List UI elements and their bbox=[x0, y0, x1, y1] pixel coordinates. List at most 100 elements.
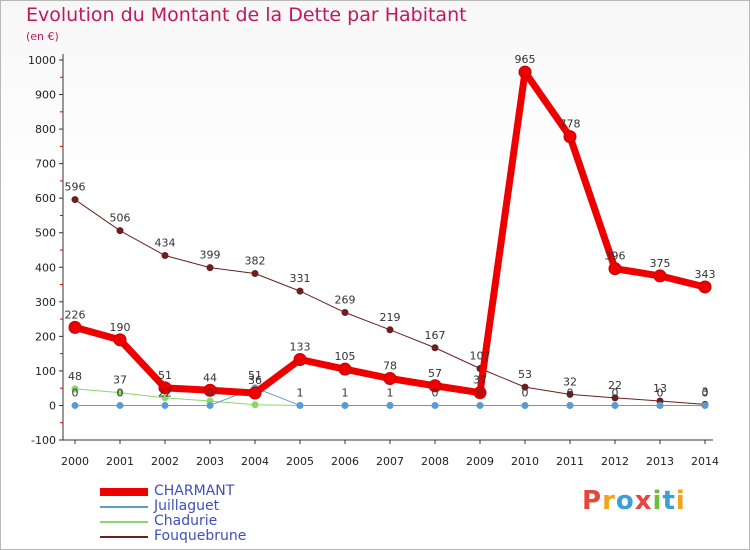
y-tick-label: 500 bbox=[35, 227, 56, 240]
data-point-fouquebrune bbox=[161, 252, 169, 260]
x-tick-label: 2002 bbox=[151, 455, 179, 468]
x-tick-label: 2000 bbox=[61, 455, 89, 468]
data-point-juillaguet bbox=[611, 401, 619, 409]
data-point-juillaguet bbox=[161, 401, 169, 409]
data-point-juillaguet bbox=[386, 401, 394, 409]
data-point-charmant bbox=[293, 353, 307, 367]
data-label-charmant: 133 bbox=[290, 341, 311, 354]
data-label-fouquebrune: 22 bbox=[608, 379, 622, 392]
x-tick-label: 2012 bbox=[601, 455, 629, 468]
data-point-fouquebrune bbox=[566, 390, 574, 398]
series-line-charmant bbox=[71, 68, 709, 397]
data-point-fouquebrune bbox=[341, 309, 349, 317]
data-label-fouquebrune: 53 bbox=[518, 368, 532, 381]
data-point-charmant bbox=[428, 379, 442, 393]
data-point-juillaguet bbox=[566, 401, 574, 409]
data-point-juillaguet bbox=[341, 401, 349, 409]
data-point-charmant bbox=[338, 362, 352, 376]
data-label-chadurie: 48 bbox=[68, 370, 82, 383]
y-tick-label: 0 bbox=[49, 399, 56, 412]
data-point-fouquebrune bbox=[611, 394, 619, 402]
x-tick-label: 2003 bbox=[196, 455, 224, 468]
x-tick-label: 2008 bbox=[421, 455, 449, 468]
x-tick-label: 2007 bbox=[376, 455, 404, 468]
data-point-juillaguet bbox=[71, 401, 79, 409]
data-point-juillaguet bbox=[476, 401, 484, 409]
x-tick-label: 2009 bbox=[466, 455, 494, 468]
legend-label: Juillaguet bbox=[154, 498, 220, 514]
data-point-juillaguet bbox=[656, 401, 664, 409]
legend-label: Chadurie bbox=[154, 513, 218, 529]
data-point-fouquebrune bbox=[116, 227, 124, 235]
data-label-chadurie: 37 bbox=[113, 374, 127, 387]
data-point-juillaguet bbox=[296, 401, 304, 409]
legend-swatch bbox=[100, 536, 148, 538]
y-tick-label: 300 bbox=[35, 296, 56, 309]
legend-label: CHARMANT bbox=[154, 483, 235, 499]
data-point-fouquebrune bbox=[386, 326, 394, 334]
data-label-fouquebrune: 331 bbox=[290, 272, 311, 285]
x-tick-label: 2001 bbox=[106, 455, 134, 468]
data-point-chadurie bbox=[161, 394, 169, 402]
data-point-juillaguet bbox=[431, 401, 439, 409]
y-tick-label: -100 bbox=[31, 434, 56, 447]
data-label-fouquebrune: 596 bbox=[65, 181, 86, 194]
data-point-juillaguet bbox=[521, 401, 529, 409]
data-point-chadurie bbox=[251, 401, 259, 409]
y-tick-label: 600 bbox=[35, 192, 56, 205]
data-label-fouquebrune: 107 bbox=[470, 349, 491, 362]
logo-letter: x bbox=[634, 486, 653, 516]
data-point-chadurie bbox=[116, 389, 124, 397]
data-point-fouquebrune bbox=[251, 269, 259, 277]
data-point-fouquebrune bbox=[521, 383, 529, 391]
data-label-fouquebrune: 269 bbox=[335, 294, 356, 307]
y-tick-label: 200 bbox=[35, 330, 56, 343]
y-tick-label: 700 bbox=[35, 158, 56, 171]
y-tick-label: 400 bbox=[35, 261, 56, 274]
data-label-juillaguet: 22 bbox=[158, 386, 172, 399]
data-label-juillaguet: 0 bbox=[477, 386, 484, 399]
data-point-juillaguet bbox=[206, 401, 214, 409]
data-label-juillaguet: 0 bbox=[702, 386, 709, 399]
data-label-fouquebrune: 506 bbox=[110, 212, 131, 225]
data-label-juillaguet: 1 bbox=[342, 386, 349, 399]
x-tick-label: 2005 bbox=[286, 455, 314, 468]
data-label-juillaguet: 0 bbox=[117, 386, 124, 399]
data-point-charmant bbox=[518, 65, 532, 79]
data-label-juillaguet: 0 bbox=[432, 386, 439, 399]
logo-letter: i bbox=[652, 486, 663, 516]
data-label-juillaguet: 1 bbox=[387, 386, 394, 399]
data-label-charmant: 778 bbox=[560, 118, 581, 131]
data-label-juillaguet: 0 bbox=[567, 386, 574, 399]
data-point-charmant bbox=[158, 381, 172, 395]
data-label-juillaguet: 0 bbox=[612, 386, 619, 399]
legend-swatch bbox=[100, 521, 148, 523]
proxiti-logo: Proxiti bbox=[582, 486, 686, 516]
data-label-fouquebrune: 219 bbox=[380, 311, 401, 324]
x-tick-label: 2004 bbox=[241, 455, 269, 468]
data-label-charmant: 965 bbox=[515, 53, 536, 66]
data-label-juillaguet: 0 bbox=[657, 386, 664, 399]
logo-letter: o bbox=[615, 486, 635, 516]
data-label-fouquebrune: 3 bbox=[702, 385, 709, 398]
data-label-juillaguet: 51 bbox=[248, 369, 262, 382]
data-point-fouquebrune bbox=[431, 344, 439, 352]
data-label-charmant: 37 bbox=[473, 374, 487, 387]
data-label-juillaguet: 1 bbox=[297, 386, 304, 399]
data-label-fouquebrune: 382 bbox=[245, 254, 266, 267]
legend-swatch bbox=[100, 488, 148, 496]
chart-subtitle: (en €) bbox=[26, 30, 59, 43]
data-point-charmant bbox=[563, 130, 577, 144]
data-point-charmant bbox=[608, 262, 622, 276]
y-tick-label: 900 bbox=[35, 89, 56, 102]
x-tick-label: 2014 bbox=[691, 455, 719, 468]
data-label-fouquebrune: 399 bbox=[200, 249, 221, 262]
data-label-charmant: 51 bbox=[158, 369, 172, 382]
data-label-charmant: 57 bbox=[428, 367, 442, 380]
data-label-charmant: 343 bbox=[695, 268, 716, 281]
data-point-charmant bbox=[653, 269, 667, 283]
data-point-charmant bbox=[203, 383, 217, 397]
logo-letter: t bbox=[662, 486, 676, 516]
